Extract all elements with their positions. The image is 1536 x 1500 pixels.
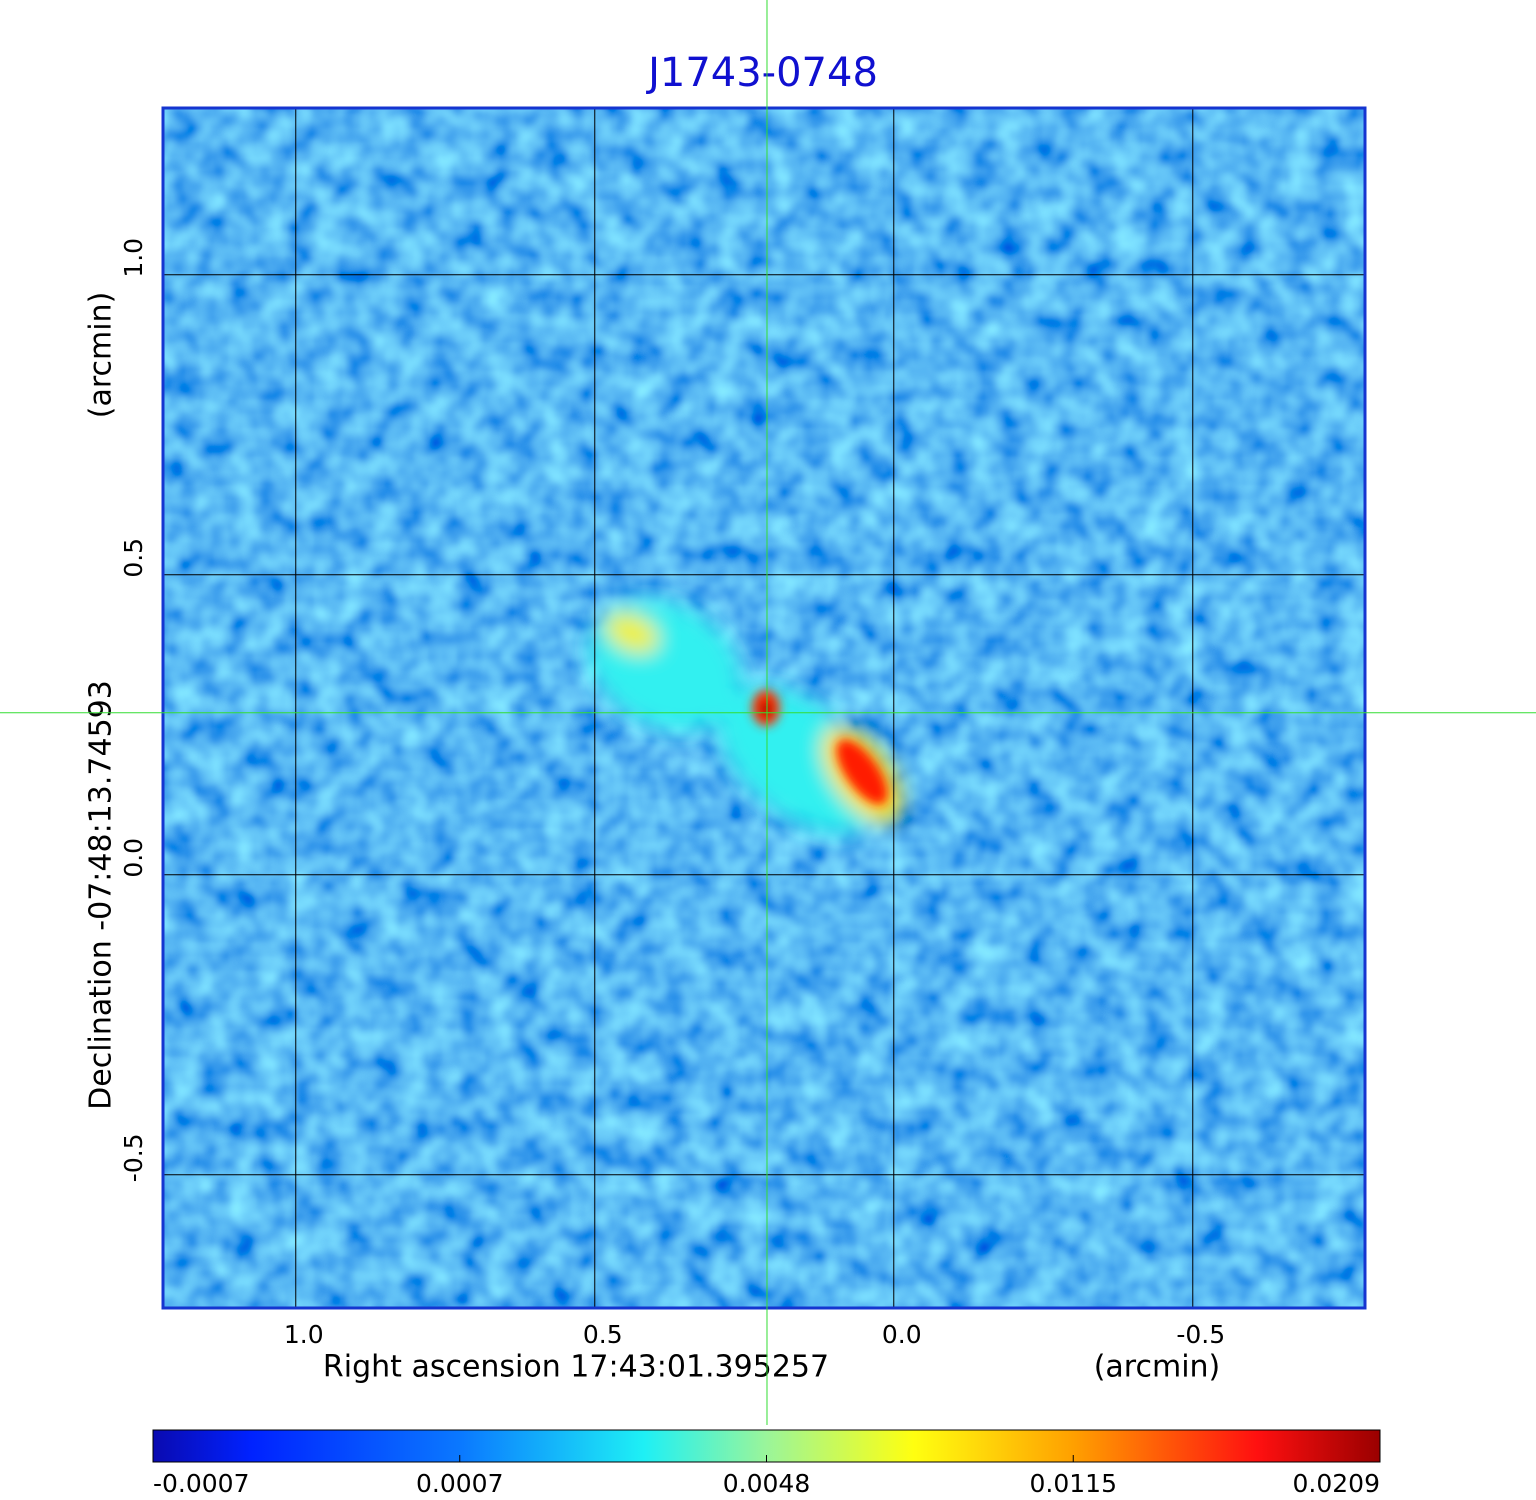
colorbar-tick-label: -0.0007	[153, 1469, 250, 1498]
x-axis-label: Right ascension 17:43:01.395257	[323, 1350, 829, 1385]
y-tick-label: -0.5	[119, 1133, 148, 1182]
colorbar-tick-label: 0.0048	[723, 1469, 810, 1498]
x-axis-unit: (arcmin)	[1094, 1350, 1221, 1385]
y-tick-label: 1.0	[119, 238, 148, 278]
chart-title: J1743-0748	[645, 50, 878, 96]
image	[163, 108, 1365, 1308]
y-tick-label: 0.5	[119, 538, 148, 578]
y-axis-label: Declination -07:48:13.74593	[84, 680, 119, 1110]
colorbar-tick-label: 0.0209	[1293, 1469, 1380, 1498]
grid	[163, 108, 1365, 1308]
colorbar-tick-label: 0.0007	[416, 1469, 503, 1498]
y-axis-unit: (arcmin)	[84, 292, 119, 419]
plot-frame	[161, 106, 1367, 1310]
x-tick-label: 0.5	[583, 1320, 623, 1349]
x-tick-label: 0.0	[882, 1320, 922, 1349]
y-tick-label: 0.0	[119, 838, 148, 878]
x-tick-label: 1.0	[284, 1320, 324, 1349]
colorbar-tick-label: 0.0115	[1030, 1469, 1117, 1498]
x-tick-label: -0.5	[1176, 1320, 1225, 1349]
